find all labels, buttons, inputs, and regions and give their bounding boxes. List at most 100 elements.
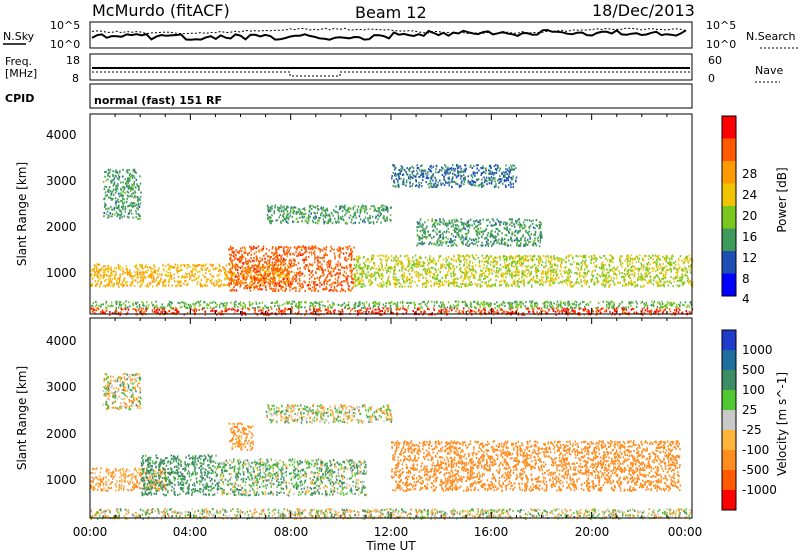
powerData-cell-2-734 <box>227 271 229 273</box>
powerData-cell-4-826 <box>371 273 373 275</box>
powerData-cell-1-479 <box>407 307 409 309</box>
powerData-cell-1-440 <box>525 301 527 303</box>
powerData-cell-3-524 <box>330 250 332 252</box>
powerData-cell-3-418 <box>241 282 243 284</box>
powerData-cell-4-647 <box>398 279 400 281</box>
powerData-cell-2-608 <box>256 274 258 276</box>
powerData-cell-1-548 <box>348 302 350 304</box>
powerData-cell-4-1417 <box>487 262 489 264</box>
powerData-cell-4-1259 <box>635 281 637 283</box>
powerData-cell-3-653 <box>317 277 319 279</box>
powerData-cell-3-804 <box>260 284 262 286</box>
powerData-cell-4-67 <box>373 267 375 269</box>
powerData-cell-4-1229 <box>465 283 467 285</box>
powerData-cell-1-385 <box>291 306 293 308</box>
powerData-cell-2-76 <box>153 264 155 266</box>
powerData-cell-1-655 <box>465 303 467 305</box>
powerData-cell-1-384 <box>383 304 385 306</box>
powerData-cell-0-168 <box>132 308 134 310</box>
powerData-cell-4-1014 <box>474 258 476 260</box>
powerData-cell-3-786 <box>264 275 266 277</box>
powerData-cell-4-1723 <box>611 259 613 261</box>
powerData-cell-4-1462 <box>526 260 528 262</box>
powerData-cell-1-670 <box>635 301 637 303</box>
powerData-cell-3-908 <box>303 266 305 268</box>
powerData-cell-4-1094 <box>545 273 547 275</box>
powerData-cell-2-492 <box>99 278 101 280</box>
powerData-cell-3-853 <box>268 279 270 281</box>
powerData-cell-1-531 <box>105 303 107 305</box>
powerData-cell-4-1604 <box>509 256 511 258</box>
powerData-cell-4-1251 <box>638 268 640 270</box>
powerData-cell-0-269 <box>210 310 212 312</box>
powerData-cell-1-653 <box>665 304 667 306</box>
powerData-cell-0-365 <box>120 311 122 313</box>
powerData-cell-3-830 <box>270 281 272 283</box>
powerData-cell-3-673 <box>350 248 352 250</box>
powerData-cell-0-22 <box>342 309 344 311</box>
powerData-cell-2-747 <box>211 282 213 284</box>
powerData-cell-4-1424 <box>444 266 446 268</box>
powerData-cell-3-58 <box>285 267 287 269</box>
powerData-cell-1-542 <box>390 306 392 308</box>
powerData-cell-2-468 <box>145 285 147 287</box>
powerData-cell-4-613 <box>627 273 629 275</box>
powerData-cell-5-88 <box>105 208 107 210</box>
powerData-cell-3-945 <box>237 251 239 253</box>
powerData-cell-4-1705 <box>423 261 425 263</box>
powerData-cell-3-803 <box>279 254 281 256</box>
powerData-cell-0-611 <box>428 308 430 310</box>
powerData-cell-4-1784 <box>494 283 496 285</box>
powerData-cell-1-555 <box>211 302 213 304</box>
powerData-cell-1-266 <box>267 307 269 309</box>
powerData-cell-2-613 <box>261 283 263 285</box>
powerData-cell-3-48 <box>349 270 351 272</box>
powerData-cell-4-676 <box>468 277 470 279</box>
powerData-cell-1-578 <box>284 303 286 305</box>
powerData-cell-1-612 <box>690 301 692 303</box>
powerData-cell-3-698 <box>313 281 315 283</box>
powerData-cell-4-328 <box>478 257 480 259</box>
powerData-cell-3-794 <box>329 263 331 265</box>
powerData-cell-1-253 <box>470 305 472 307</box>
powerData-cell-4-1256 <box>463 255 465 257</box>
powerData-cell-3-301 <box>299 246 301 248</box>
powerData-cell-4-997 <box>475 270 477 272</box>
powerData-cell-1-222 <box>468 307 470 309</box>
powerData-cell-4-1546 <box>619 282 621 284</box>
powerData-cell-1-27 <box>125 300 127 302</box>
powerData-cell-4-1351 <box>373 255 375 257</box>
powerData-cell-4-112 <box>479 284 481 286</box>
powerData-cell-4-1050 <box>438 257 440 259</box>
powerData-cell-1-247 <box>477 301 479 303</box>
powerData-cell-3-848 <box>230 257 232 259</box>
powerData-cell-2-498 <box>162 285 164 287</box>
powerData-cell-4-1297 <box>390 283 392 285</box>
powerData-cell-4-587 <box>395 263 397 265</box>
powerData-cell-2-656 <box>175 264 177 266</box>
powerData-cell-2-620 <box>199 264 201 266</box>
powerData-cell-1-84 <box>299 306 301 308</box>
powerData-cell-0-444 <box>327 308 329 310</box>
powerData-cell-4-593 <box>583 280 585 282</box>
powerData-cell-0-231 <box>529 311 531 313</box>
powerData-cell-1-581 <box>534 305 536 307</box>
powerData-cell-3-500 <box>262 264 264 266</box>
powerData-cell-1-658 <box>484 301 486 303</box>
powerData-cell-1-342 <box>100 306 102 308</box>
powerData-cell-4-1243 <box>600 276 602 278</box>
powerData-cell-0-499 <box>325 309 327 311</box>
powerData-cell-2-483 <box>128 272 130 274</box>
powerData-cell-3-807 <box>258 267 260 269</box>
powerData-cell-4-433 <box>451 275 453 277</box>
powerData-cell-4-798 <box>403 276 405 278</box>
powerData-cell-4-1743 <box>375 277 377 279</box>
powerData-cell-4-999 <box>355 285 357 287</box>
powerData-cell-0-613 <box>512 312 514 314</box>
powerData-cell-4-1707 <box>386 269 388 271</box>
powerData-cell-3-617 <box>346 247 348 249</box>
powerData-cell-4-1147 <box>591 255 593 257</box>
powerData-cell-1-3 <box>550 306 552 308</box>
powerData-cell-1-458 <box>441 304 443 306</box>
powerData-cell-3-469 <box>290 254 292 256</box>
